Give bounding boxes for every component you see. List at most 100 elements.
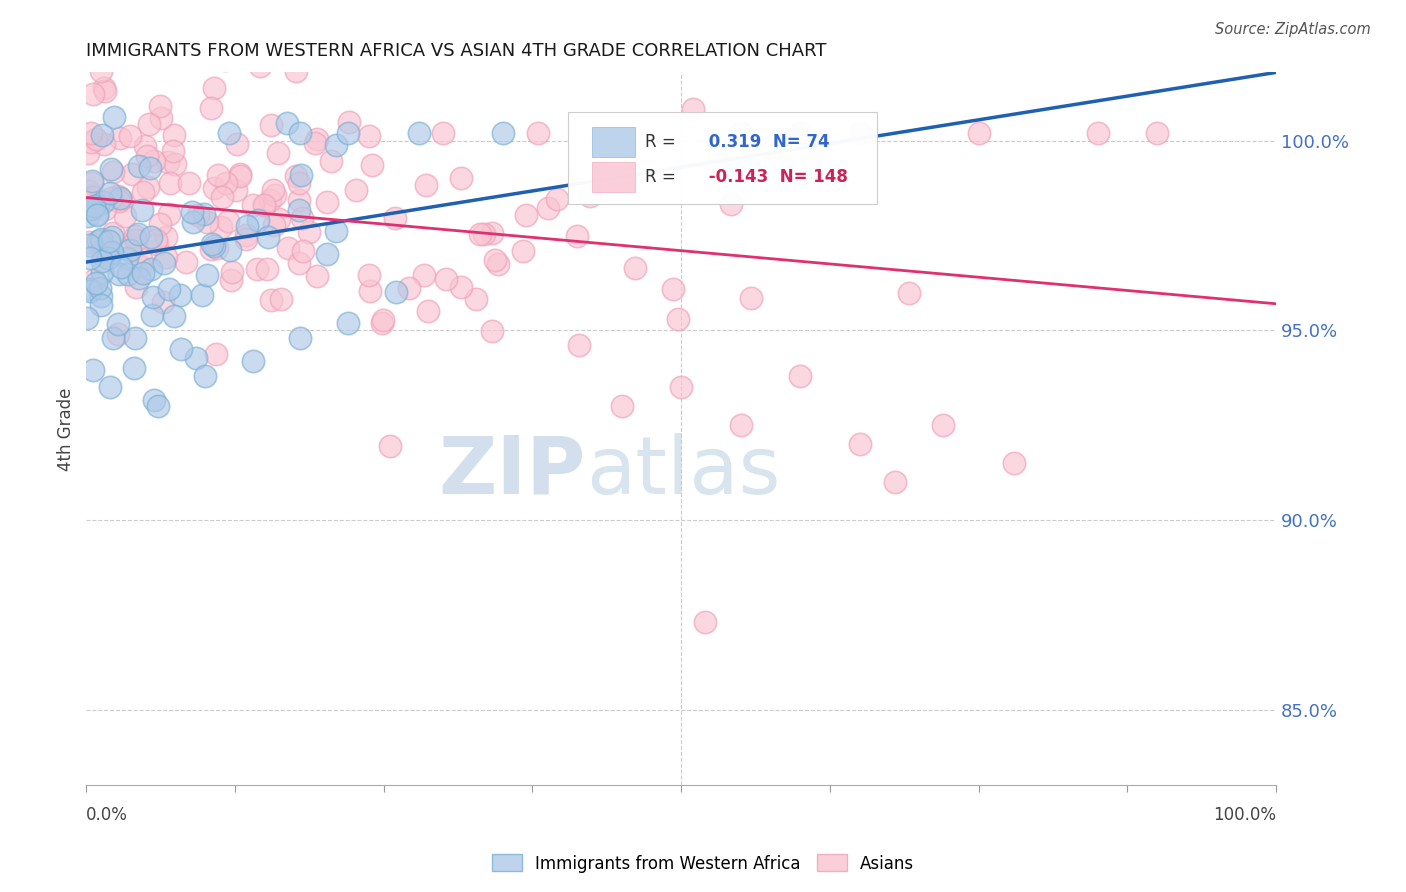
Point — [337, 316, 360, 330]
Point — [226, 137, 249, 152]
Point — [107, 326, 129, 341]
Point — [291, 211, 314, 226]
Point — [79, 251, 101, 265]
Point — [162, 145, 184, 159]
Point — [413, 268, 436, 282]
Point — [153, 256, 176, 270]
Point — [249, 59, 271, 73]
Point — [162, 128, 184, 142]
Point — [139, 161, 162, 175]
Point — [135, 149, 157, 163]
Point — [246, 262, 269, 277]
Point — [242, 197, 264, 211]
Point — [134, 139, 156, 153]
Point — [91, 244, 114, 259]
Point — [567, 229, 589, 244]
Point — [546, 192, 568, 206]
Point — [191, 288, 214, 302]
Point — [103, 111, 125, 125]
Point — [492, 126, 515, 140]
Point — [91, 265, 114, 279]
Point — [100, 191, 122, 205]
Point — [789, 368, 811, 383]
Point — [165, 157, 187, 171]
Point — [730, 418, 752, 433]
Point — [207, 169, 229, 183]
FancyBboxPatch shape — [592, 162, 634, 192]
Point — [80, 202, 103, 217]
Point — [90, 232, 112, 246]
Point — [371, 313, 394, 327]
Point — [371, 316, 394, 330]
Point — [337, 115, 360, 129]
Point — [263, 218, 285, 232]
Point — [209, 219, 232, 234]
Point — [256, 261, 278, 276]
Point — [180, 204, 202, 219]
Point — [848, 126, 870, 140]
Point — [89, 281, 111, 295]
Point — [1087, 126, 1109, 140]
Point — [266, 146, 288, 161]
Point — [76, 45, 98, 59]
Point — [114, 209, 136, 223]
Point — [205, 347, 228, 361]
Point — [86, 206, 108, 220]
Point — [200, 101, 222, 115]
Point — [624, 260, 647, 275]
Point — [307, 132, 329, 146]
Point — [290, 168, 312, 182]
Point — [568, 338, 591, 352]
Point — [152, 295, 174, 310]
Point — [246, 213, 269, 227]
Point — [170, 343, 193, 357]
Point — [122, 361, 145, 376]
Point — [97, 241, 120, 255]
Point — [215, 176, 238, 190]
Point — [276, 116, 298, 130]
Point — [235, 227, 257, 242]
Point — [125, 233, 148, 247]
Point — [184, 351, 207, 365]
Point — [200, 242, 222, 256]
Point — [512, 244, 534, 258]
Point — [486, 257, 509, 271]
Point — [464, 293, 486, 307]
Point — [118, 243, 141, 257]
Point — [235, 232, 257, 246]
Point — [321, 154, 343, 169]
Text: 0.0%: 0.0% — [86, 806, 128, 824]
Point — [141, 308, 163, 322]
Point — [76, 209, 98, 223]
Point — [157, 154, 180, 169]
Point — [730, 126, 752, 140]
Point — [484, 253, 506, 268]
Point — [229, 167, 252, 181]
Point — [195, 268, 218, 282]
Point — [720, 197, 742, 211]
Point — [193, 207, 215, 221]
Point — [77, 184, 100, 198]
Point — [77, 235, 100, 250]
Point — [527, 126, 550, 140]
Point — [481, 226, 503, 240]
Text: Source: ZipAtlas.com: Source: ZipAtlas.com — [1215, 22, 1371, 37]
Point — [163, 309, 186, 323]
Point — [932, 418, 955, 433]
Point — [225, 183, 247, 197]
Point — [93, 80, 115, 95]
Point — [101, 230, 124, 244]
Point — [202, 239, 225, 253]
Text: R =: R = — [645, 133, 682, 152]
Point — [94, 84, 117, 98]
Point — [217, 213, 239, 227]
Point — [187, 208, 209, 222]
Point — [537, 202, 560, 216]
Point — [304, 136, 326, 150]
Point — [325, 138, 347, 153]
Point — [515, 208, 537, 222]
Point — [315, 247, 337, 261]
Point — [83, 199, 105, 213]
Text: 0.319  N= 74: 0.319 N= 74 — [703, 133, 830, 152]
Point — [384, 285, 406, 300]
